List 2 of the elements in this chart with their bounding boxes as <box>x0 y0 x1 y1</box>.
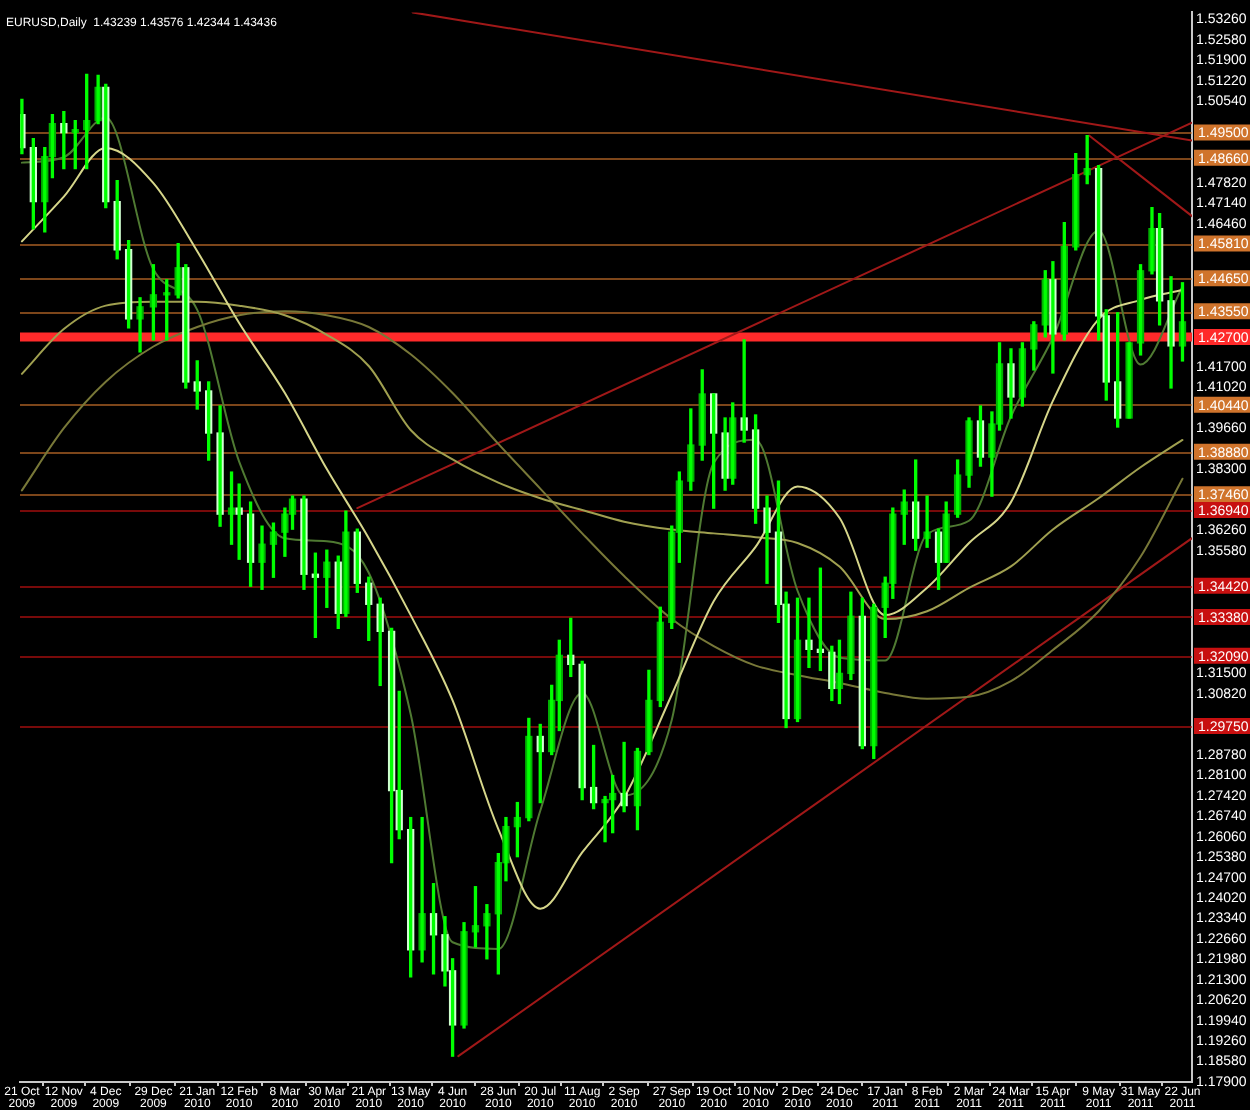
candlestick <box>1125 342 1133 419</box>
line-series <box>20 310 1184 700</box>
